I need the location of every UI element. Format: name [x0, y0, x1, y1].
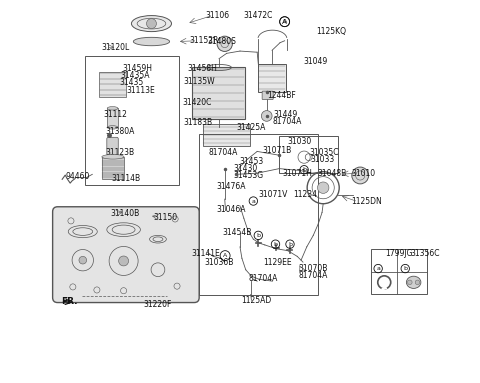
- Bar: [199, 134, 318, 295]
- Text: 1799JG: 1799JG: [385, 249, 412, 258]
- Circle shape: [352, 167, 369, 184]
- Text: 1244BF: 1244BF: [267, 91, 296, 100]
- Text: 31140B: 31140B: [110, 209, 140, 218]
- Text: 31454B: 31454B: [223, 228, 252, 237]
- Text: 31150: 31150: [153, 213, 177, 222]
- Text: 1129EE: 1129EE: [264, 259, 292, 267]
- Text: b: b: [256, 233, 260, 238]
- Text: 31120L: 31120L: [102, 43, 130, 52]
- Text: 81704A: 81704A: [273, 117, 302, 126]
- Text: 81704A: 81704A: [248, 273, 278, 283]
- Text: 31430: 31430: [233, 164, 257, 173]
- Circle shape: [79, 256, 86, 264]
- Text: 1125DN: 1125DN: [351, 197, 382, 206]
- Text: 31036B: 31036B: [204, 258, 234, 267]
- Text: 31356C: 31356C: [410, 249, 440, 258]
- Text: 81704A: 81704A: [298, 271, 327, 280]
- Text: 31420C: 31420C: [182, 98, 211, 108]
- Text: 31152R: 31152R: [190, 36, 219, 45]
- Text: a: a: [252, 198, 255, 203]
- Text: 31010: 31010: [351, 169, 375, 178]
- Circle shape: [146, 19, 156, 29]
- FancyBboxPatch shape: [53, 207, 199, 303]
- Text: 31048B: 31048B: [317, 169, 347, 178]
- Text: 31112: 31112: [103, 110, 127, 118]
- Bar: [279, 136, 338, 173]
- Text: 31453: 31453: [239, 157, 264, 166]
- Bar: [99, 72, 126, 97]
- Circle shape: [262, 111, 272, 121]
- Text: 11234: 11234: [293, 190, 317, 199]
- Bar: [84, 56, 180, 185]
- Text: 31071H: 31071H: [283, 169, 312, 178]
- Text: 31071B: 31071B: [263, 146, 292, 155]
- Text: 94460: 94460: [65, 172, 90, 182]
- Text: 31046A: 31046A: [217, 205, 246, 214]
- Text: 31049: 31049: [303, 57, 327, 66]
- Text: 31458H: 31458H: [187, 64, 217, 73]
- Text: FR.: FR.: [61, 296, 78, 306]
- Circle shape: [317, 182, 329, 193]
- Text: 31476A: 31476A: [216, 182, 245, 191]
- Circle shape: [217, 36, 232, 51]
- Text: 31106: 31106: [205, 11, 230, 20]
- Text: 31123B: 31123B: [106, 148, 135, 157]
- Text: 31070B: 31070B: [298, 264, 327, 273]
- Text: b: b: [274, 242, 277, 247]
- Text: 31071V: 31071V: [258, 190, 288, 199]
- Ellipse shape: [102, 154, 124, 159]
- Text: 1125AD: 1125AD: [241, 296, 271, 305]
- Bar: [203, 124, 250, 146]
- Text: 31459H: 31459H: [122, 64, 153, 73]
- FancyBboxPatch shape: [262, 91, 273, 100]
- Circle shape: [415, 280, 420, 285]
- Ellipse shape: [107, 126, 118, 129]
- Text: 81704A: 81704A: [208, 148, 238, 157]
- Text: 31435A: 31435A: [120, 71, 150, 80]
- Text: 31380A: 31380A: [106, 127, 135, 136]
- Text: 31141E: 31141E: [191, 249, 220, 258]
- Ellipse shape: [132, 16, 171, 32]
- Text: 1125KQ: 1125KQ: [316, 27, 347, 36]
- FancyBboxPatch shape: [107, 137, 118, 155]
- Text: 31480S: 31480S: [207, 37, 237, 46]
- Text: 31183B: 31183B: [183, 118, 213, 127]
- Text: b: b: [288, 242, 292, 247]
- Text: 31033: 31033: [310, 155, 335, 164]
- Text: 31425A: 31425A: [236, 123, 265, 132]
- Bar: [102, 157, 124, 179]
- Bar: [258, 64, 286, 92]
- Ellipse shape: [107, 106, 118, 110]
- Text: 31035C: 31035C: [310, 148, 339, 157]
- Text: A: A: [282, 19, 287, 25]
- Bar: [107, 108, 118, 128]
- Bar: [192, 67, 245, 119]
- Bar: [371, 249, 427, 294]
- Text: 31435: 31435: [119, 78, 143, 87]
- Circle shape: [408, 280, 412, 285]
- Text: A: A: [283, 19, 287, 24]
- Ellipse shape: [407, 276, 421, 288]
- Text: 31472C: 31472C: [244, 11, 273, 20]
- Text: 31449: 31449: [273, 110, 298, 118]
- Text: 31113E: 31113E: [126, 86, 155, 95]
- Text: b: b: [302, 167, 306, 172]
- Text: b: b: [403, 266, 407, 271]
- Circle shape: [119, 256, 129, 266]
- Text: A: A: [223, 253, 227, 258]
- Text: 31114B: 31114B: [111, 174, 141, 183]
- Text: 31220F: 31220F: [144, 300, 172, 309]
- Text: a: a: [376, 266, 380, 271]
- Text: 31030: 31030: [288, 137, 312, 146]
- Text: 31453G: 31453G: [233, 171, 263, 180]
- Text: 31135W: 31135W: [183, 77, 215, 87]
- Ellipse shape: [133, 37, 169, 46]
